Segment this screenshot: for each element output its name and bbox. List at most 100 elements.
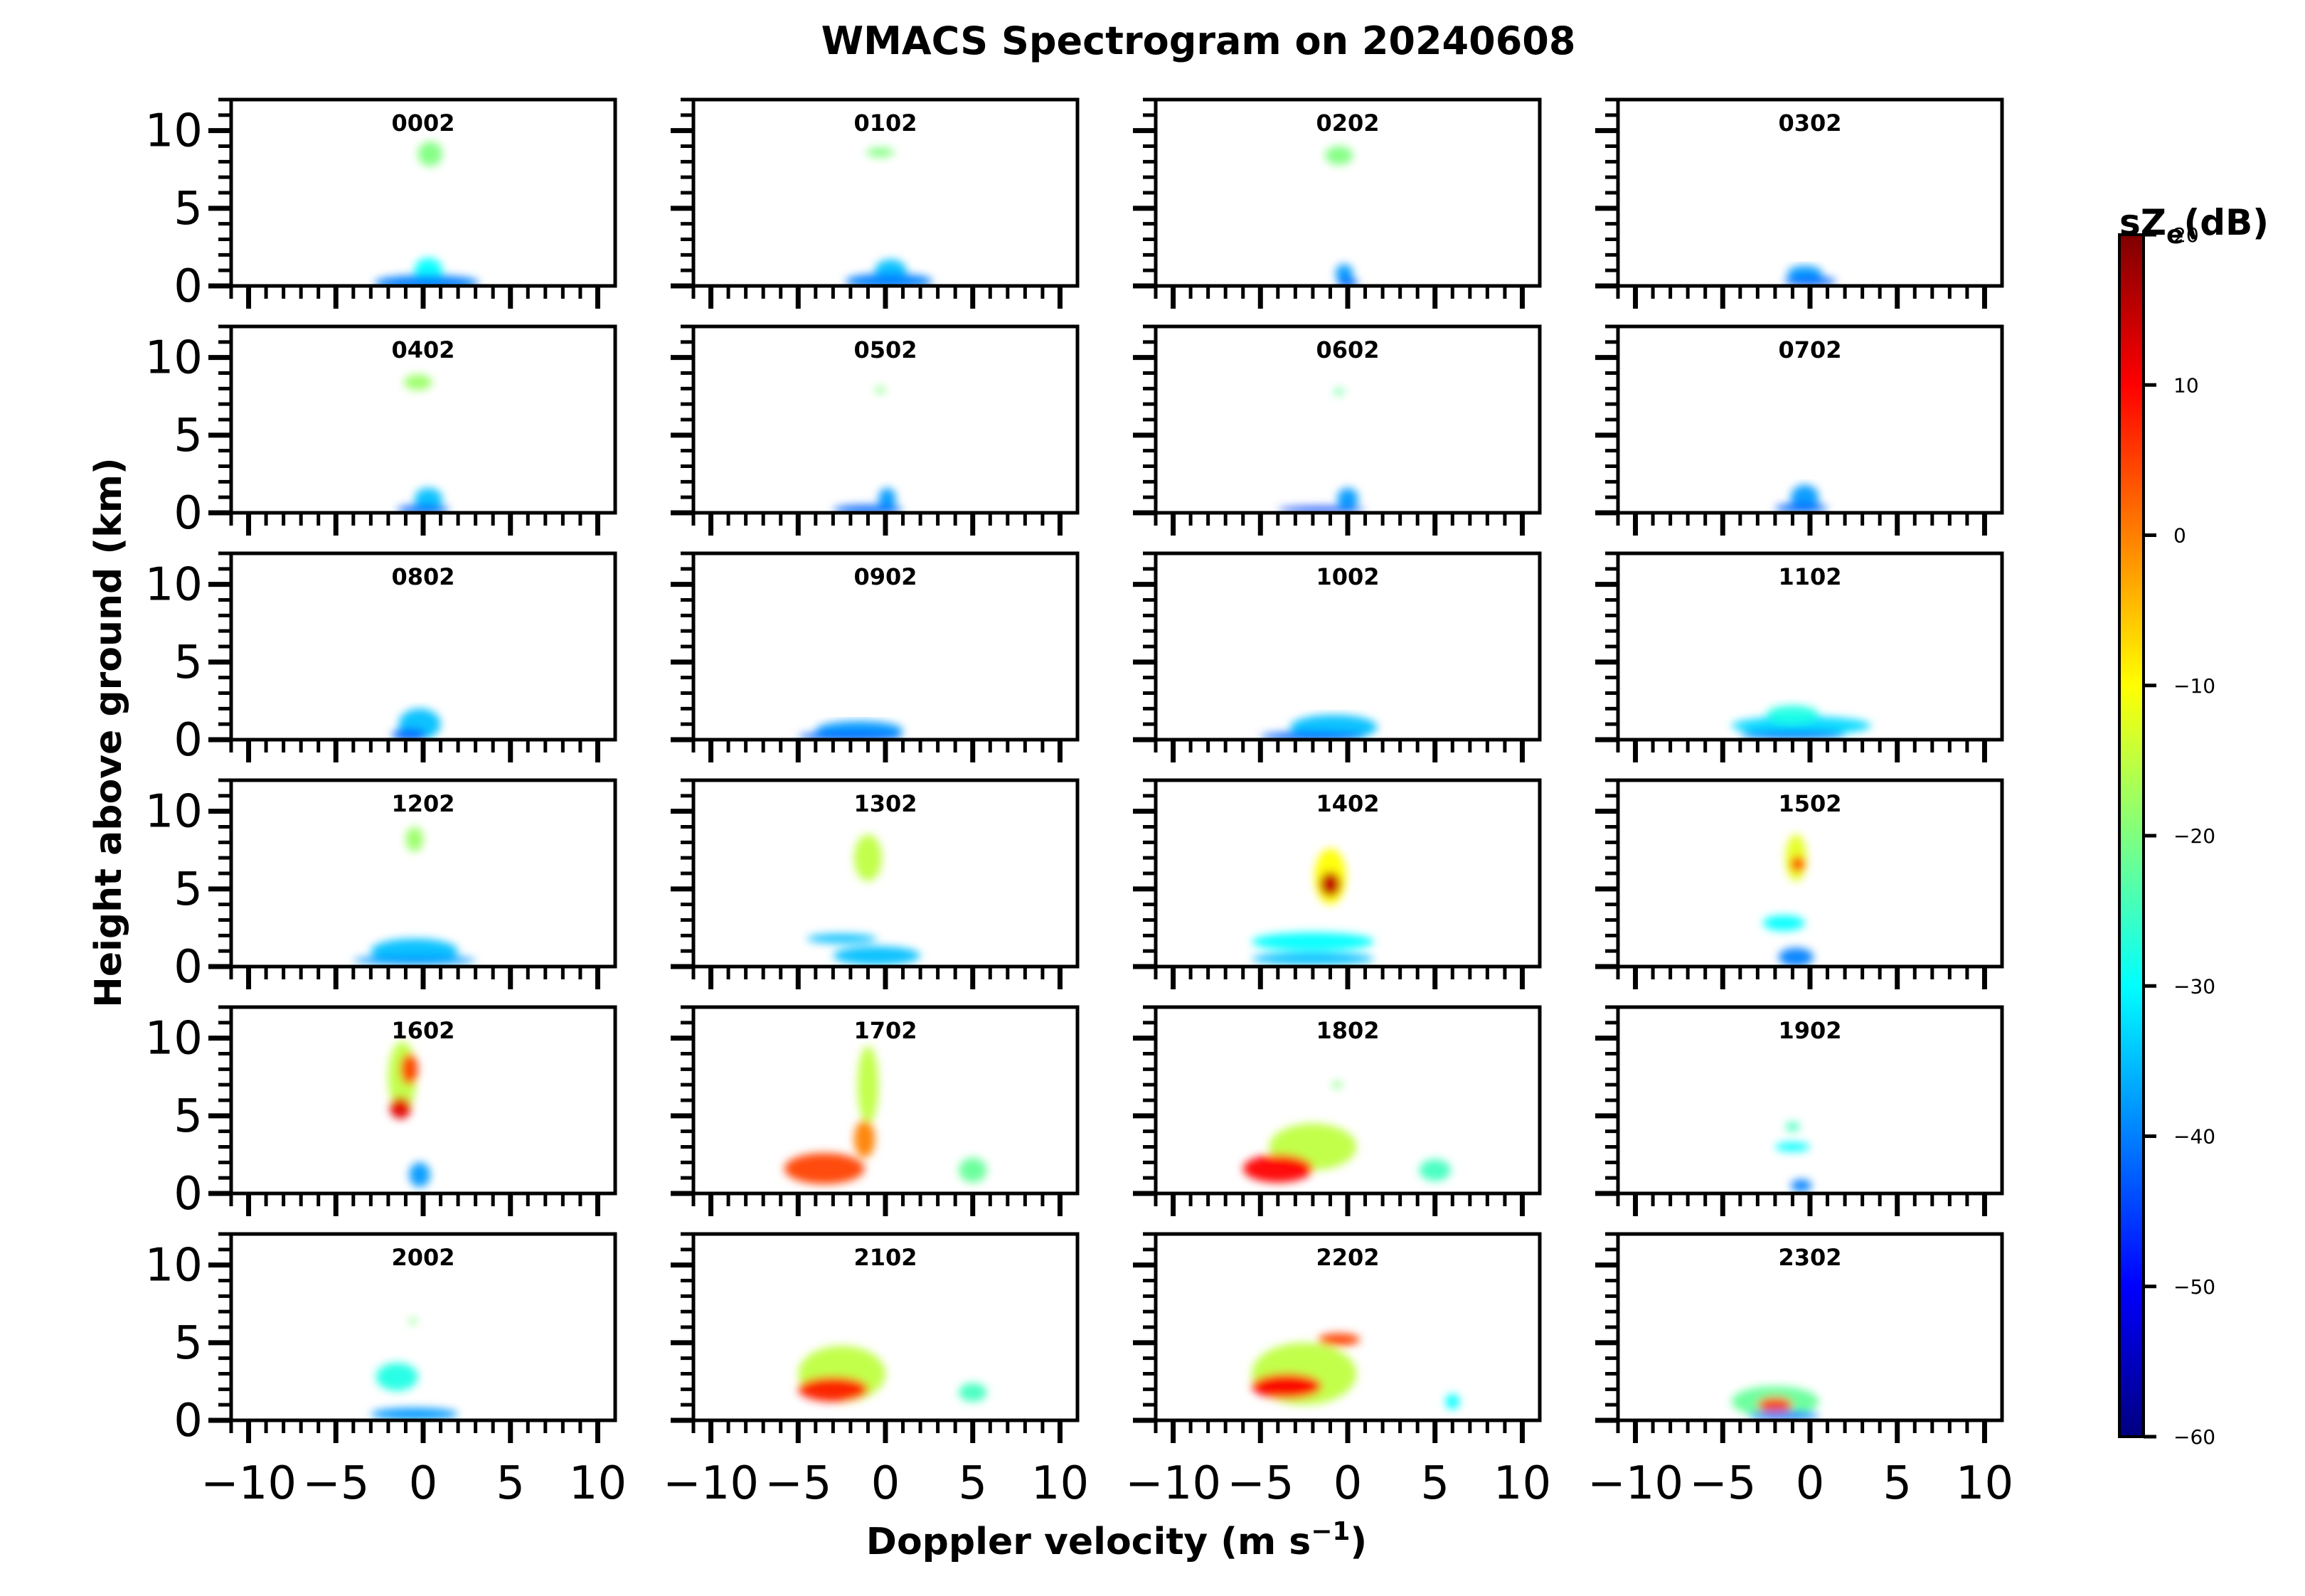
panel-0202: 0202 xyxy=(1133,97,1542,309)
panel-time-label: 0102 xyxy=(853,110,917,137)
x-tick-label: 10 xyxy=(569,1457,627,1510)
x-tick-label: 0 xyxy=(1796,1457,1825,1510)
spectrogram-data xyxy=(1252,848,1374,965)
colorbar-tick-label: −50 xyxy=(2173,1275,2215,1299)
reflectivity-blob xyxy=(1791,484,1819,510)
x-tick-label: 10 xyxy=(1494,1457,1551,1510)
colorbar-tick-label: −30 xyxy=(2173,974,2215,998)
reflectivity-blob xyxy=(1731,716,1871,735)
x-axis-label-close: ) xyxy=(1350,1521,1367,1563)
reflectivity-blob xyxy=(353,955,476,965)
panel-time-label: 0902 xyxy=(853,563,917,590)
colorbar-tick-label: 20 xyxy=(2173,223,2199,247)
spectrogram-data xyxy=(371,1317,459,1420)
reflectivity-blob xyxy=(1319,871,1341,897)
x-tick-label: 0 xyxy=(409,1457,438,1510)
spectrogram-data xyxy=(784,1046,987,1184)
spectrogram-data xyxy=(1731,1385,1819,1420)
panel-0702: 0702 xyxy=(1595,324,2004,536)
x-tick-label: 5 xyxy=(496,1457,525,1510)
spectrogram-data xyxy=(1260,715,1378,740)
colorbar-tick-label: −60 xyxy=(2173,1425,2215,1449)
y-tick-label: 0 xyxy=(174,1395,203,1447)
y-tick-label: 10 xyxy=(145,1013,203,1065)
x-axis-label-exponent: −1 xyxy=(1311,1517,1350,1546)
colorbar-label: sZe(dB) xyxy=(2119,202,2269,250)
reflectivity-blob xyxy=(374,275,479,286)
reflectivity-blob xyxy=(397,505,449,513)
panel-1402: 1402 xyxy=(1133,778,1542,989)
panel-time-label: 1402 xyxy=(1316,790,1379,817)
spectrogram-data xyxy=(798,720,903,740)
reflectivity-blob xyxy=(1784,276,1836,286)
x-tick-label: −5 xyxy=(1689,1457,1756,1510)
panel-0002: 0002 0 5 10 xyxy=(145,97,617,313)
panel-time-label: 0202 xyxy=(1316,110,1379,137)
y-tick-label: 10 xyxy=(145,559,203,612)
panel-time-label: 2202 xyxy=(1316,1244,1379,1271)
panel-1302: 1302 xyxy=(671,778,1080,989)
panel-time-label: 0002 xyxy=(391,110,454,137)
reflectivity-blob xyxy=(807,934,877,944)
spectrogram-data xyxy=(1784,265,1836,286)
y-tick-label: 0 xyxy=(174,260,203,313)
x-tick-label: −5 xyxy=(765,1457,831,1510)
reflectivity-blob xyxy=(1335,264,1353,283)
x-tick-label: −10 xyxy=(1125,1457,1221,1510)
reflectivity-blob xyxy=(959,1383,987,1402)
reflectivity-blob xyxy=(405,826,424,852)
spectrogram-data xyxy=(1325,146,1358,286)
x-tick-label: −5 xyxy=(1227,1457,1294,1510)
reflectivity-blob xyxy=(1762,915,1805,931)
panel-1602: 1602 0 5 10 xyxy=(145,1005,617,1220)
x-tick-label: 0 xyxy=(871,1457,900,1510)
spectrogram-data xyxy=(1277,388,1366,513)
spectrogram-data xyxy=(1252,1333,1460,1410)
colorbar-tick-label: −40 xyxy=(2173,1125,2215,1149)
spectrogram-data xyxy=(391,708,441,740)
reflectivity-blob xyxy=(371,1408,459,1420)
spectrogram-data xyxy=(1774,484,1828,513)
reflectivity-blob xyxy=(1260,732,1366,740)
colorbar: 20 10 0 −10 −20 −30 −40 −50 −60 sZe(dB) xyxy=(2118,202,2269,1449)
panel-time-label: 0702 xyxy=(1778,336,1841,363)
colorbar-tick-label: −20 xyxy=(2173,824,2215,848)
y-tick-label: 0 xyxy=(174,487,203,540)
panel-time-label: 1302 xyxy=(853,790,917,817)
reflectivity-blob xyxy=(400,1053,418,1085)
y-tick-label: 0 xyxy=(174,941,203,994)
x-tick-label: −10 xyxy=(663,1457,759,1510)
reflectivity-blob xyxy=(1757,1397,1793,1413)
reflectivity-blob xyxy=(798,1376,868,1402)
reflectivity-blob xyxy=(878,488,896,510)
reflectivity-blob xyxy=(798,732,903,740)
reflectivity-blob xyxy=(1419,1159,1451,1181)
reflectivity-blob xyxy=(1791,1179,1812,1192)
reflectivity-blob xyxy=(1749,1410,1819,1420)
y-tick-label: 5 xyxy=(174,1317,203,1370)
panel-2002: 2002 0 5 10 −10 −5 0 5 10 xyxy=(145,1232,627,1510)
panel-2202: 2202 −10 −5 0 5 10 xyxy=(1125,1232,1551,1510)
y-tick-label: 5 xyxy=(174,410,203,462)
panel-time-label: 1102 xyxy=(1778,563,1841,590)
panel-0102: 0102 xyxy=(671,97,1080,309)
reflectivity-blob xyxy=(1778,947,1814,967)
x-axis-label-text: Doppler velocity (m s xyxy=(866,1521,1311,1563)
panel-0302: 0302 xyxy=(1595,97,2004,309)
reflectivity-blob xyxy=(866,147,895,157)
panel-time-label: 2302 xyxy=(1778,1244,1841,1271)
y-tick-label: 5 xyxy=(174,637,203,689)
panel-0802: 0802 0 5 10 xyxy=(145,551,617,767)
colorbar-tick-label: 10 xyxy=(2173,373,2199,397)
panel-grid: 0002 0 5 10 0102 0202 0302 0402 0 5 10 0502 0602 0702… xyxy=(145,97,2013,1510)
y-tick-label: 5 xyxy=(174,183,203,235)
reflectivity-blob xyxy=(1785,1122,1800,1132)
x-tick-label: 10 xyxy=(1956,1457,2013,1510)
y-tick-label: 10 xyxy=(145,105,203,158)
reflectivity-blob xyxy=(784,1153,865,1184)
x-tick-label: 5 xyxy=(1883,1457,1912,1510)
y-tick-label: 0 xyxy=(174,714,203,767)
reflectivity-blob xyxy=(1740,730,1846,740)
reflectivity-blob xyxy=(1242,1154,1313,1183)
